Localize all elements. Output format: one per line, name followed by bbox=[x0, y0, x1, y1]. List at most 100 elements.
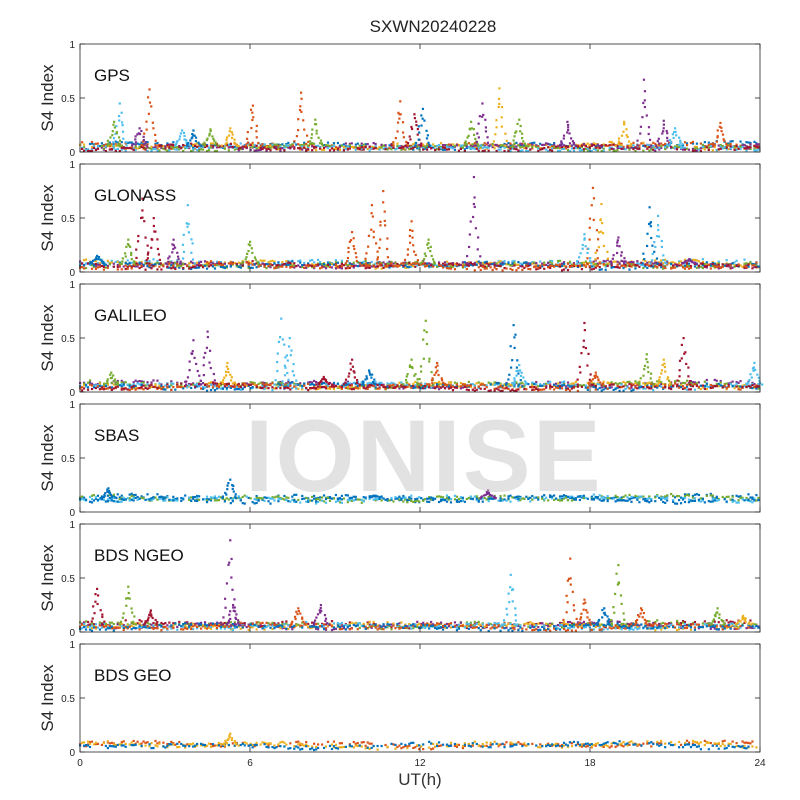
data-point bbox=[426, 243, 429, 246]
data-point bbox=[623, 262, 626, 265]
data-point bbox=[217, 386, 221, 389]
data-point bbox=[98, 265, 102, 268]
data-point bbox=[326, 146, 330, 150]
data-point bbox=[709, 264, 712, 267]
data-point bbox=[459, 263, 462, 266]
data-point bbox=[675, 385, 679, 388]
data-point bbox=[474, 137, 477, 141]
data-point bbox=[647, 370, 650, 374]
data-point bbox=[642, 387, 645, 390]
data-point bbox=[237, 387, 240, 391]
data-point bbox=[172, 247, 175, 251]
data-point bbox=[691, 385, 695, 388]
data-point bbox=[685, 385, 689, 388]
data-point bbox=[174, 144, 177, 147]
data-point bbox=[307, 382, 310, 386]
data-point bbox=[674, 146, 677, 149]
data-point bbox=[616, 149, 619, 152]
data-point bbox=[721, 144, 724, 148]
data-point bbox=[259, 143, 262, 146]
data-point bbox=[616, 384, 619, 388]
data-point bbox=[219, 261, 223, 264]
data-point bbox=[618, 266, 621, 269]
data-point bbox=[145, 120, 148, 123]
data-point bbox=[267, 145, 270, 148]
data-point bbox=[299, 144, 302, 147]
data-point bbox=[691, 381, 695, 384]
data-point bbox=[517, 263, 520, 266]
data-point bbox=[400, 146, 403, 150]
data-point bbox=[643, 99, 646, 102]
data-point bbox=[558, 387, 562, 390]
data-point bbox=[253, 149, 256, 152]
data-point bbox=[192, 264, 195, 267]
data-point bbox=[91, 259, 95, 262]
data-point bbox=[447, 384, 451, 387]
data-point bbox=[721, 265, 724, 269]
data-point bbox=[594, 385, 597, 388]
data-point bbox=[178, 135, 182, 138]
data-point bbox=[651, 244, 654, 247]
data-point bbox=[410, 147, 413, 150]
data-point bbox=[592, 263, 595, 266]
data-point bbox=[92, 146, 96, 150]
data-point bbox=[628, 261, 631, 264]
data-point bbox=[432, 260, 436, 263]
data-point bbox=[533, 388, 536, 391]
data-point bbox=[739, 140, 742, 143]
data-point bbox=[156, 386, 159, 390]
data-point bbox=[187, 222, 190, 226]
data-point bbox=[449, 265, 453, 268]
data-point bbox=[225, 370, 228, 373]
data-point bbox=[322, 146, 326, 150]
data-point bbox=[293, 140, 296, 143]
data-point bbox=[500, 116, 503, 119]
data-point bbox=[99, 258, 102, 261]
data-point bbox=[150, 148, 153, 151]
data-point bbox=[234, 383, 237, 386]
data-point bbox=[668, 139, 672, 142]
data-point bbox=[108, 386, 111, 389]
data-point bbox=[124, 261, 127, 265]
data-point bbox=[604, 385, 607, 388]
data-point bbox=[688, 258, 691, 261]
data-point bbox=[757, 146, 760, 149]
data-point bbox=[428, 145, 431, 148]
data-point bbox=[324, 264, 328, 267]
data-point bbox=[687, 382, 691, 385]
data-point bbox=[364, 262, 368, 265]
data-point bbox=[237, 261, 240, 264]
data-point bbox=[645, 114, 648, 117]
data-point bbox=[164, 147, 167, 150]
data-point bbox=[598, 383, 601, 386]
data-point bbox=[711, 384, 714, 388]
data-point bbox=[120, 148, 123, 151]
data-point bbox=[209, 261, 213, 264]
data-point bbox=[447, 265, 451, 269]
data-point bbox=[217, 264, 221, 267]
data-point bbox=[188, 369, 191, 372]
data-point bbox=[301, 386, 304, 389]
data-point bbox=[156, 147, 159, 150]
data-point bbox=[132, 263, 135, 266]
data-point bbox=[350, 265, 353, 268]
data-point bbox=[662, 254, 665, 257]
data-point bbox=[303, 141, 306, 144]
data-point bbox=[547, 380, 550, 383]
data-point bbox=[424, 382, 427, 385]
data-point bbox=[499, 382, 502, 385]
data-point bbox=[660, 262, 663, 265]
data-point bbox=[176, 148, 179, 151]
data-point bbox=[423, 119, 426, 122]
data-point bbox=[701, 266, 704, 270]
data-point bbox=[154, 144, 157, 147]
data-point bbox=[525, 149, 528, 153]
data-point bbox=[666, 136, 669, 139]
data-point bbox=[292, 362, 295, 366]
data-point bbox=[106, 144, 109, 147]
data-point bbox=[723, 264, 726, 267]
data-point bbox=[148, 266, 151, 269]
data-point bbox=[455, 382, 459, 385]
data-point bbox=[251, 382, 254, 386]
data-point bbox=[589, 257, 592, 260]
